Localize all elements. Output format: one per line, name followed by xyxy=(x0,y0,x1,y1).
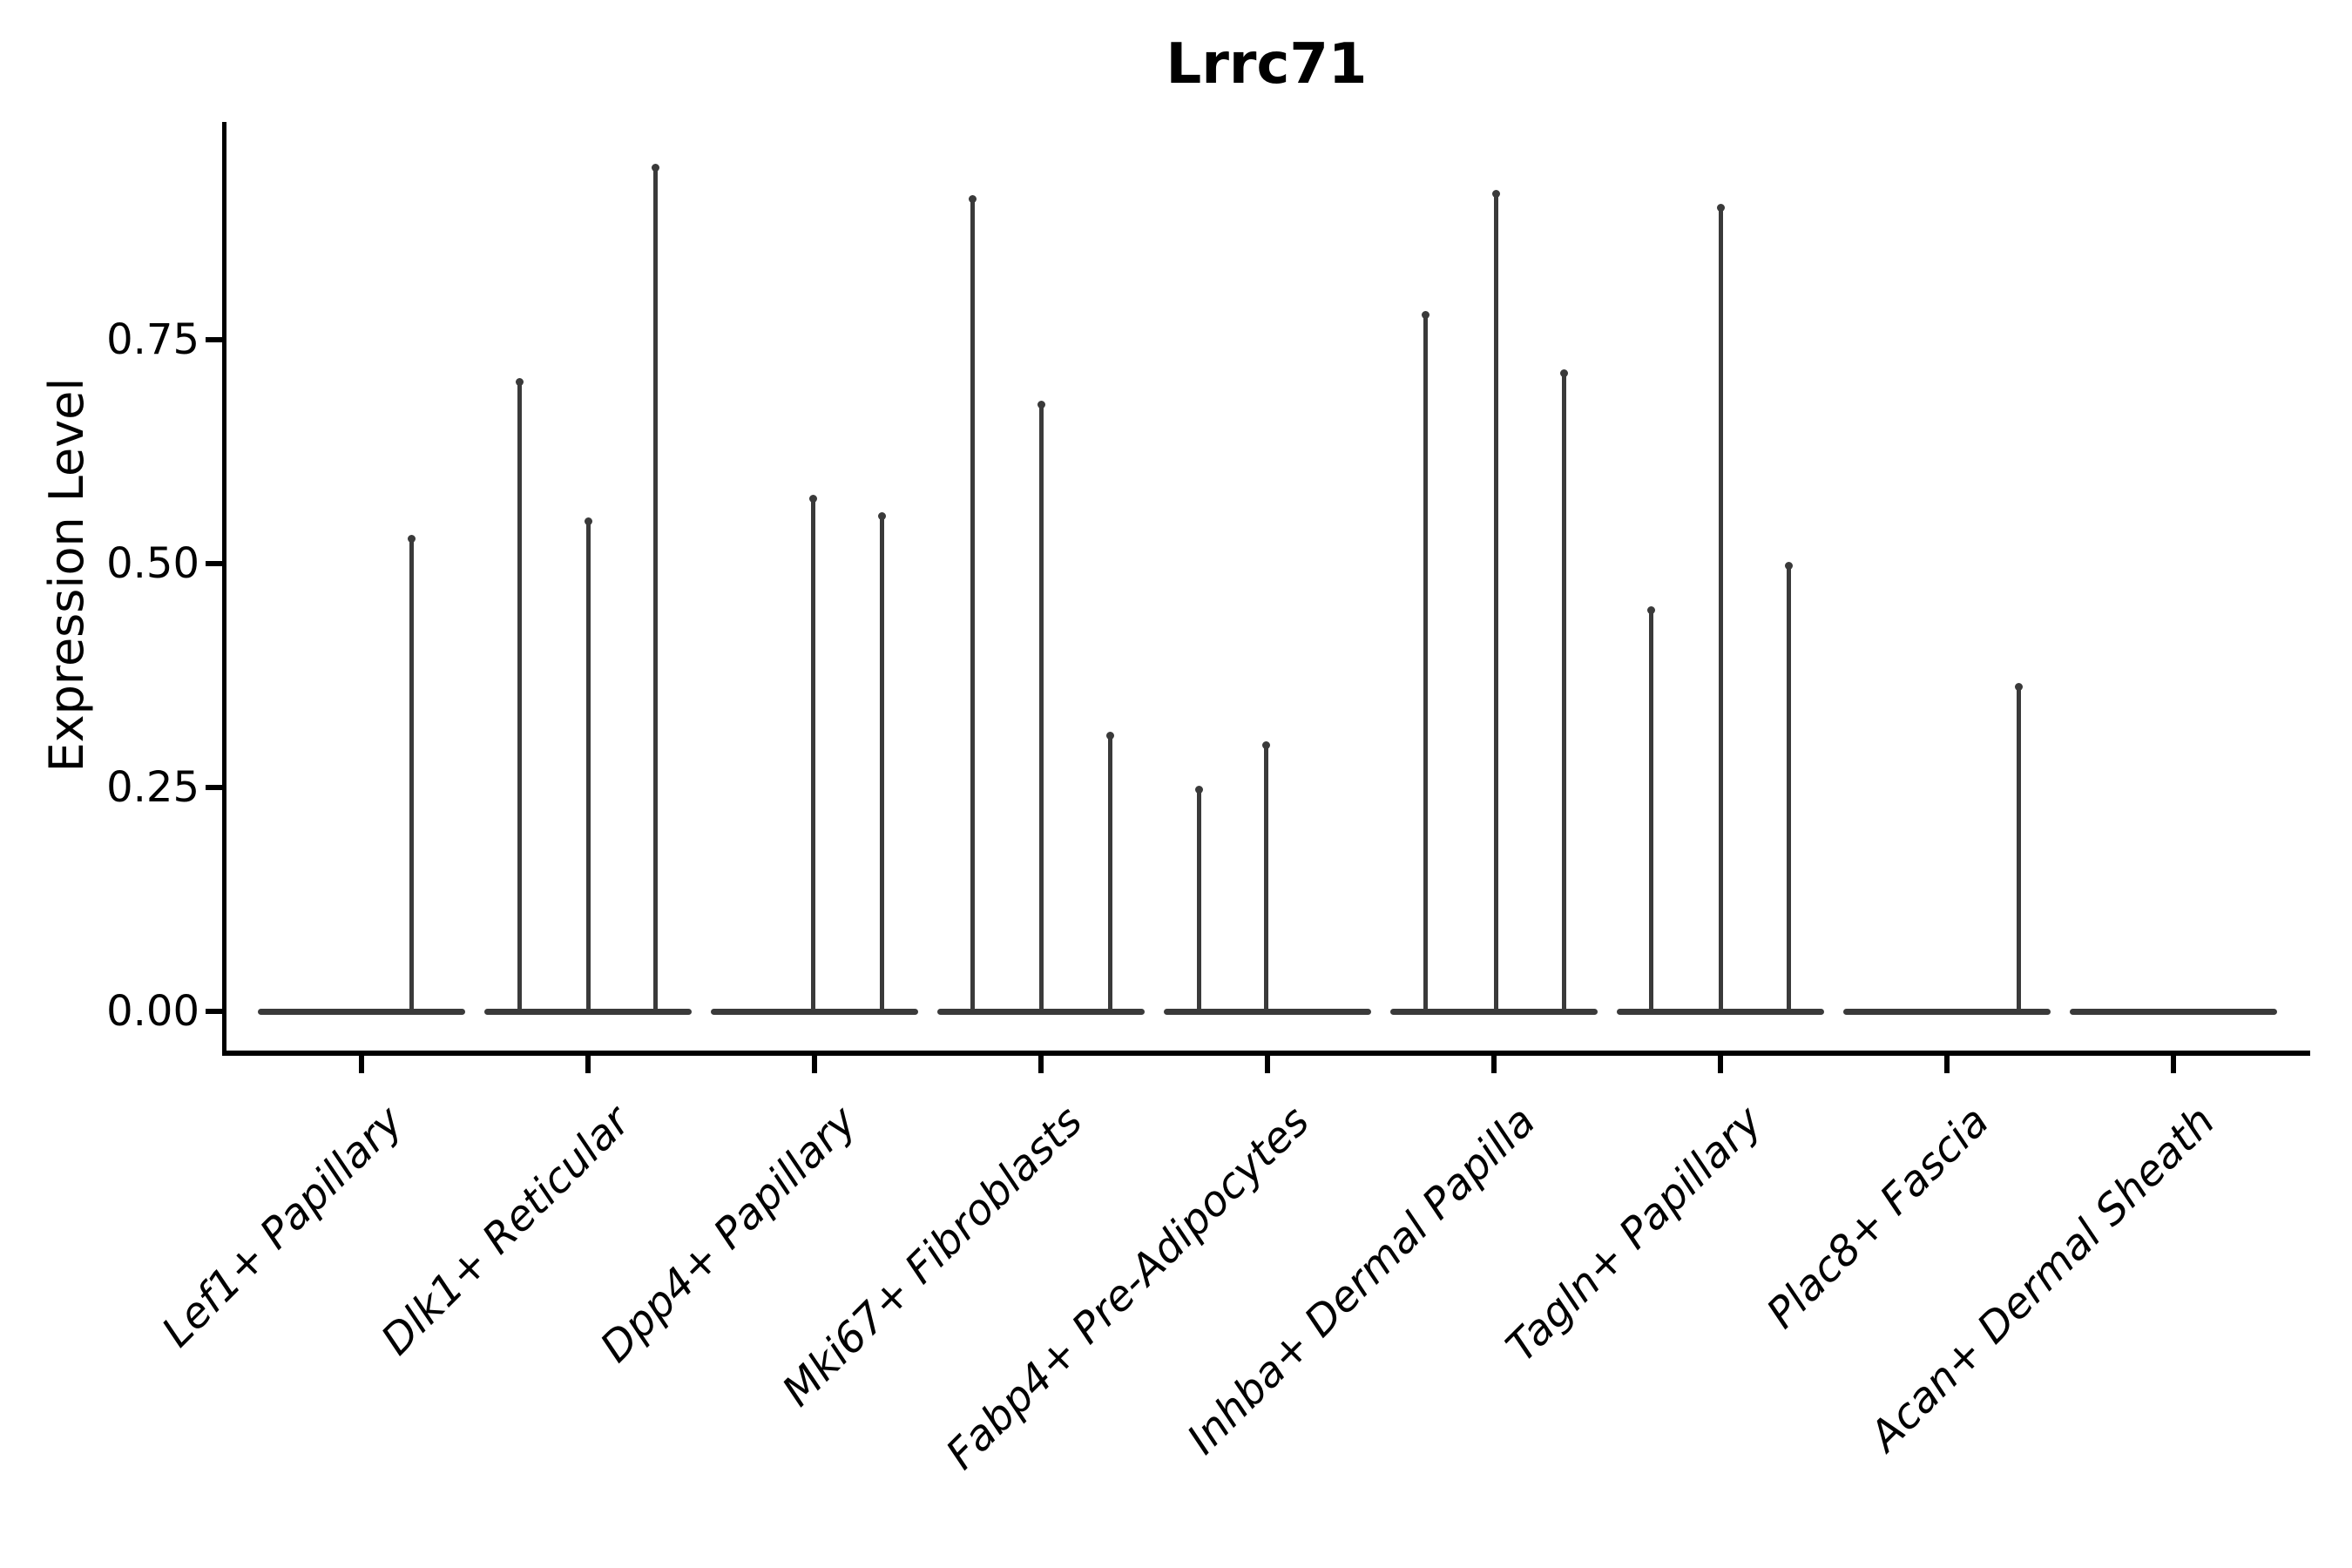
x-axis-label: Tagln+ Papillary xyxy=(1497,1097,1772,1372)
spike-cap xyxy=(877,512,886,521)
spike-cap xyxy=(1784,562,1793,570)
spike-cap xyxy=(1716,203,1725,212)
x-tick xyxy=(359,1056,364,1073)
x-axis-label: Lef1+ Papillary xyxy=(152,1097,413,1357)
x-tick xyxy=(1718,1056,1723,1073)
expression-spike xyxy=(1038,402,1044,1015)
y-axis-spine xyxy=(222,122,226,1056)
expression-spike xyxy=(1718,205,1723,1015)
y-tick xyxy=(206,337,222,342)
spike-cap xyxy=(1559,368,1568,377)
x-axis-spine xyxy=(222,1051,2310,1056)
expression-spike xyxy=(1263,742,1268,1015)
expression-spike xyxy=(585,518,591,1015)
spike-cap xyxy=(1194,786,1203,794)
expression-spike xyxy=(2016,684,2021,1015)
y-tick xyxy=(206,561,222,566)
violin-baseline xyxy=(2070,1008,2277,1015)
expression-spike xyxy=(810,496,815,1015)
x-axis-label: Dpp4+ Papillary xyxy=(591,1097,866,1372)
y-tick-label: 0.75 xyxy=(106,315,199,364)
y-tick-label: 0.00 xyxy=(106,987,199,1036)
spike-cap xyxy=(1646,606,1655,615)
spike-cap xyxy=(584,517,592,525)
expression-spike xyxy=(1493,192,1498,1015)
x-tick xyxy=(1944,1056,1950,1073)
x-axis-label: Plac8+ Fascia xyxy=(1757,1097,1998,1338)
spike-cap xyxy=(808,494,817,503)
expression-spike xyxy=(1786,564,1791,1015)
violin-baseline xyxy=(258,1008,465,1015)
x-tick xyxy=(812,1056,817,1073)
expression-spike xyxy=(517,380,522,1015)
x-tick xyxy=(1491,1056,1497,1073)
x-axis-label: Fabp4+ Pre-Adipocytes xyxy=(936,1097,1319,1479)
spike-cap xyxy=(407,535,416,544)
spike-cap xyxy=(1037,400,1045,409)
y-tick xyxy=(206,785,222,790)
expression-spike xyxy=(409,537,414,1015)
x-tick xyxy=(585,1056,591,1073)
expression-spike xyxy=(1648,608,1653,1015)
y-tick xyxy=(206,1009,222,1014)
x-tick xyxy=(2171,1056,2176,1073)
expression-spike xyxy=(1423,313,1428,1015)
x-tick xyxy=(1038,1056,1044,1073)
expression-spike xyxy=(879,514,884,1015)
y-tick-label: 0.25 xyxy=(106,763,199,812)
expression-spike xyxy=(1107,733,1112,1015)
spike-cap xyxy=(2014,682,2023,691)
spike-cap xyxy=(1491,190,1500,199)
expression-spike xyxy=(1561,370,1566,1015)
expression-spike xyxy=(652,165,658,1015)
x-tick xyxy=(1265,1056,1270,1073)
spike-cap xyxy=(1105,732,1114,740)
spike-cap xyxy=(1421,311,1429,320)
violin-baseline xyxy=(1843,1008,2051,1015)
expression-spike xyxy=(970,196,975,1015)
spike-cap xyxy=(515,378,524,387)
chart-title: Lrrc71 xyxy=(1166,32,1368,97)
expression-spike xyxy=(1196,787,1201,1015)
y-tick-label: 0.50 xyxy=(106,539,199,588)
spike-cap xyxy=(651,163,659,172)
spike-cap xyxy=(968,194,977,203)
spike-cap xyxy=(1261,740,1270,749)
x-axis-label: Dlk1+ Reticular xyxy=(371,1097,639,1365)
